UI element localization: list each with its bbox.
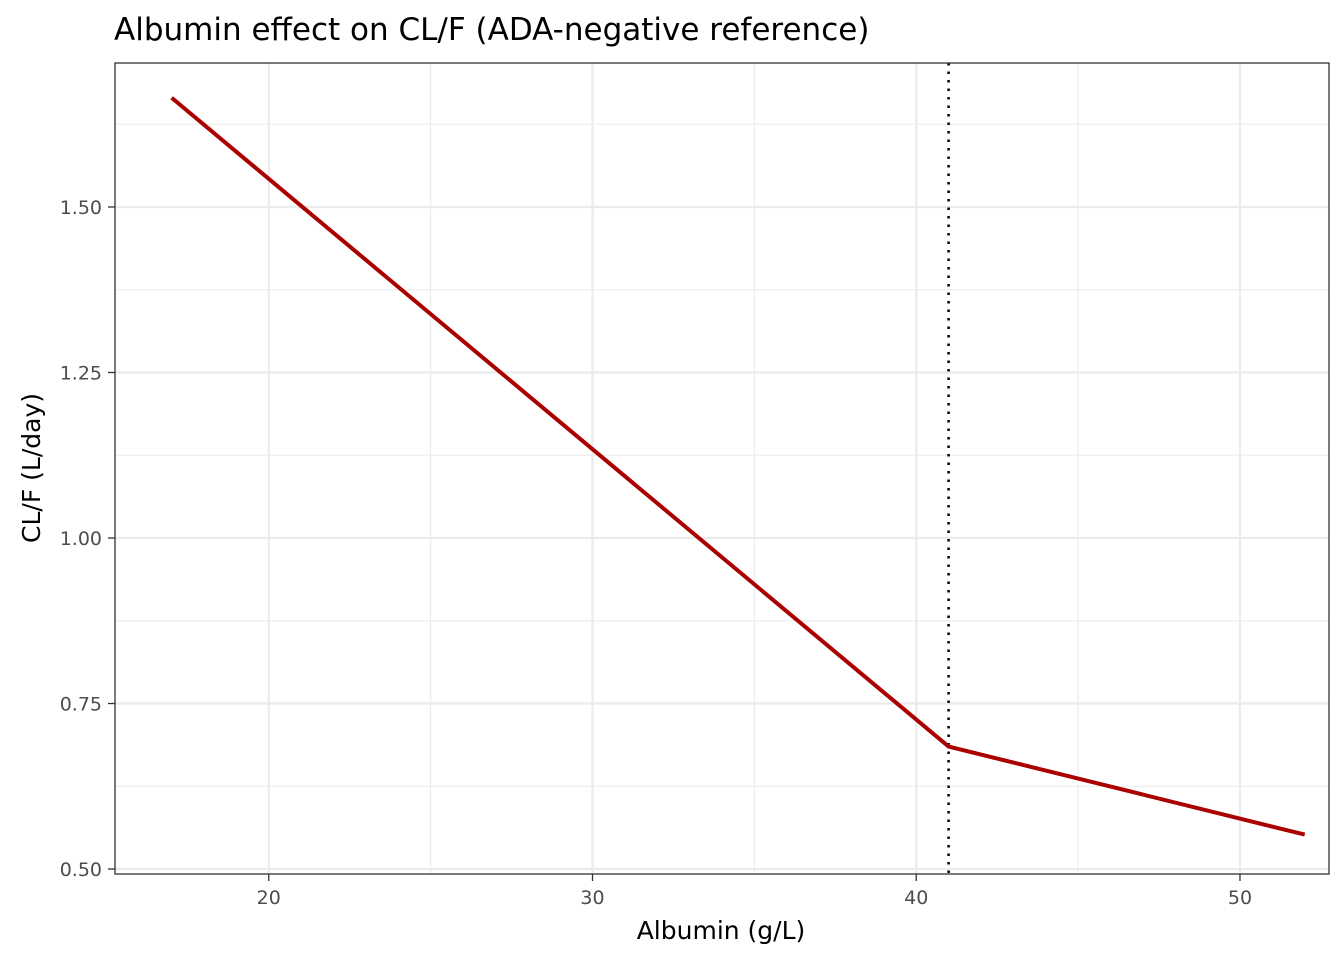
- x-tick-label: 20: [257, 887, 281, 909]
- y-axis: 0.50 0.75 1.00 1.25 1.50: [60, 197, 115, 881]
- y-tick-label: 0.75: [60, 694, 102, 716]
- x-axis-title: Albumin (g/L): [637, 916, 806, 945]
- x-tick-label: 40: [904, 887, 928, 909]
- major-gridlines: [115, 63, 1329, 874]
- series-line: [170, 96, 1306, 837]
- x-axis: 20 30 40 50: [257, 874, 1252, 909]
- minor-gridlines: [115, 63, 1329, 874]
- chart-title: Albumin effect on CL/F (ADA-negative ref…: [114, 12, 869, 48]
- data-series: [170, 96, 1306, 837]
- x-tick-label: 30: [580, 887, 604, 909]
- y-tick-label: 0.50: [60, 859, 102, 881]
- y-tick-label: 1.00: [60, 528, 102, 550]
- y-tick-label: 1.25: [60, 363, 102, 385]
- panel-border: [114, 62, 1330, 875]
- x-tick-label: 50: [1228, 887, 1252, 909]
- y-axis-title: CL/F (L/day): [17, 393, 46, 543]
- y-tick-label: 1.50: [60, 197, 102, 219]
